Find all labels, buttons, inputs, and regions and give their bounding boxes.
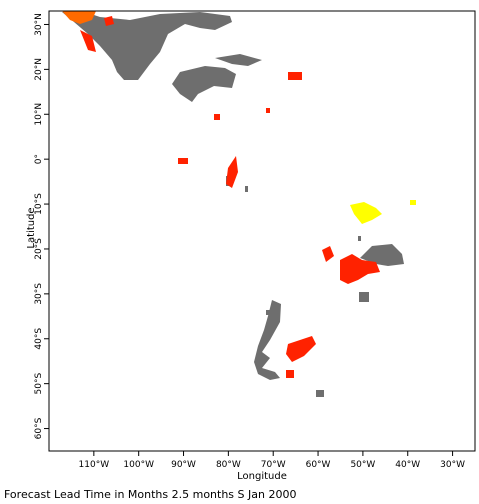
y-tick-label: 20°S [34,238,44,260]
y-tick-label: 20°N [34,58,44,81]
orange-region-baja [62,11,96,24]
x-axis-label: Longitude [237,471,287,482]
plot-frame [48,10,476,452]
red-region-ecuador [226,156,238,188]
caption: Forecast Lead Time in Months 2.5 months … [4,488,297,501]
red-region-brazil [340,254,380,284]
y-tick-label: 40°S [34,328,44,350]
gray-region-central-america [172,66,236,102]
gray-region-uruguay [359,292,369,302]
y-tick-label: 10°S [34,193,44,215]
y-tick-label: 10°N [34,103,44,126]
gray-region-mexico [62,12,232,80]
shaded-regions [62,11,416,397]
x-tick-label: 90°W [171,460,196,470]
y-tick-label: 30°S [34,283,44,305]
yellow-region-atlantic [350,202,382,224]
red-region-baja [80,30,96,52]
red-region-mexico-speck [104,16,114,26]
red-region-caribbean [288,72,302,80]
x-tick-label: 80°W [216,460,241,470]
y-axis-label: Latitude [26,207,37,248]
red-region-brazil-west [322,246,334,262]
gray-region-chile-speck [266,310,270,315]
red-region-panama [214,114,220,120]
gray-region-brazil [360,244,404,266]
y-tick-label: 30°N [34,13,44,36]
x-tick-label: 70°W [261,460,286,470]
yellow-region-speck [410,200,416,205]
x-tick-label: 110°W [79,460,110,470]
y-tick-label: 60°S [34,417,44,439]
y-tick-label: 0° [34,154,44,164]
gray-region-falklands [316,390,324,397]
red-region-caribbean-speck [266,108,270,113]
axis-ticks: 110°W 100°W 90°W 80°W 70°W 60°W 50°W 40°W 30°W 30… [34,13,465,470]
x-tick-label: 60°W [306,460,331,470]
x-tick-label: 40°W [395,460,420,470]
red-region-argentina-speck [286,370,294,378]
gray-region-chile [254,300,281,380]
gray-region-patch [245,186,248,192]
red-region-argentina [286,336,316,362]
x-tick-label: 30°W [440,460,465,470]
gray-region-gulf [215,54,262,66]
red-region-galapagos [178,158,188,164]
x-tick-label: 100°W [123,460,154,470]
x-tick-label: 50°W [350,460,375,470]
y-tick-label: 50°S [34,373,44,395]
gray-region-speck [358,236,361,241]
